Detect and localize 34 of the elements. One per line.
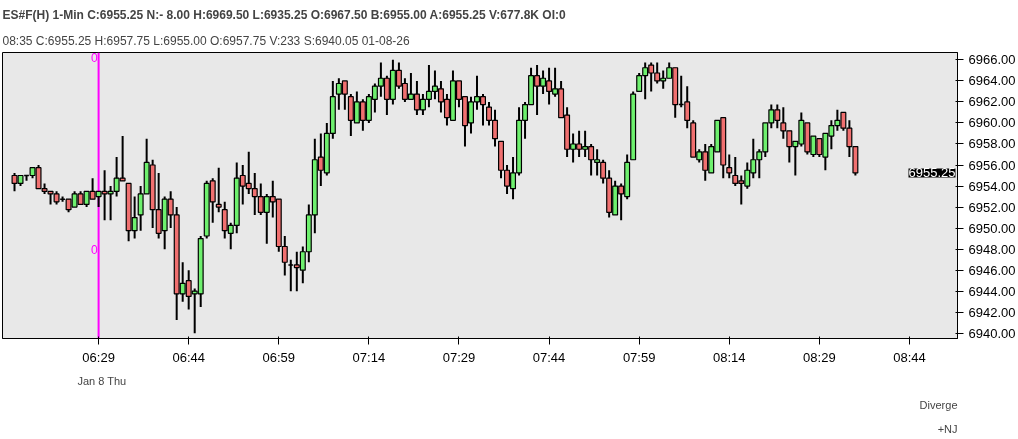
candlestick bbox=[215, 166, 222, 214]
y-tick-label: 6966.00 bbox=[968, 52, 1016, 68]
candlestick bbox=[726, 153, 733, 180]
x-tick-label: 06:44 bbox=[172, 349, 205, 365]
y-tick-label: 6958.00 bbox=[968, 136, 1016, 152]
y-tick-label: 6942.00 bbox=[968, 304, 1016, 320]
annotation: 0 bbox=[90, 242, 98, 257]
x-tick-label: 07:29 bbox=[442, 349, 476, 365]
annotation: 6955.25 bbox=[908, 165, 956, 181]
text: +NJ bbox=[937, 422, 958, 435]
x-tick-label: 06:59 bbox=[262, 349, 296, 365]
y-tick-label: 6960.00 bbox=[968, 115, 1016, 131]
y-tick-label: 6962.00 bbox=[968, 94, 1016, 110]
y-tick-label: 6940.00 bbox=[968, 325, 1016, 341]
y-tick-label: 6952.00 bbox=[968, 199, 1016, 215]
y-tick-label: 6944.00 bbox=[968, 283, 1016, 299]
y-tick-label: 6964.00 bbox=[968, 73, 1016, 89]
y-tick-label: 6946.00 bbox=[968, 262, 1016, 278]
x-tick-label: 07:14 bbox=[352, 349, 386, 365]
y-tick-label: 6956.00 bbox=[968, 157, 1016, 173]
chart-title: ES#F(H) 1-Min C:6955.25 N:- 8.00 H:6969.50 L:6935.25 O:6967.50 B:6955.00 A:6955.25 V:677.8K OI:0 bbox=[2, 7, 567, 22]
x-tick-label: 07:44 bbox=[532, 349, 566, 365]
x-tick-label: 06:29 bbox=[82, 349, 115, 365]
x-tick-label: 08:14 bbox=[713, 349, 746, 365]
text: Jan 8 Thu bbox=[77, 374, 127, 387]
text: Diverge bbox=[919, 398, 958, 411]
y-tick-label: 6948.00 bbox=[968, 241, 1016, 257]
x-tick-label: 08:29 bbox=[803, 349, 836, 365]
x-tick-label: 08:44 bbox=[893, 349, 926, 365]
y-tick-label: 6950.00 bbox=[968, 220, 1016, 236]
x-tick-label: 07:59 bbox=[622, 349, 656, 365]
chart-subtitle: 08:35 C:6955.25 H:6957.75 L:6955.00 O:6957.75 V:233 S:6940.05 01-08-26 bbox=[2, 33, 411, 48]
y-tick-label: 6954.00 bbox=[968, 178, 1016, 194]
ref-line-label: 0 bbox=[90, 50, 98, 65]
